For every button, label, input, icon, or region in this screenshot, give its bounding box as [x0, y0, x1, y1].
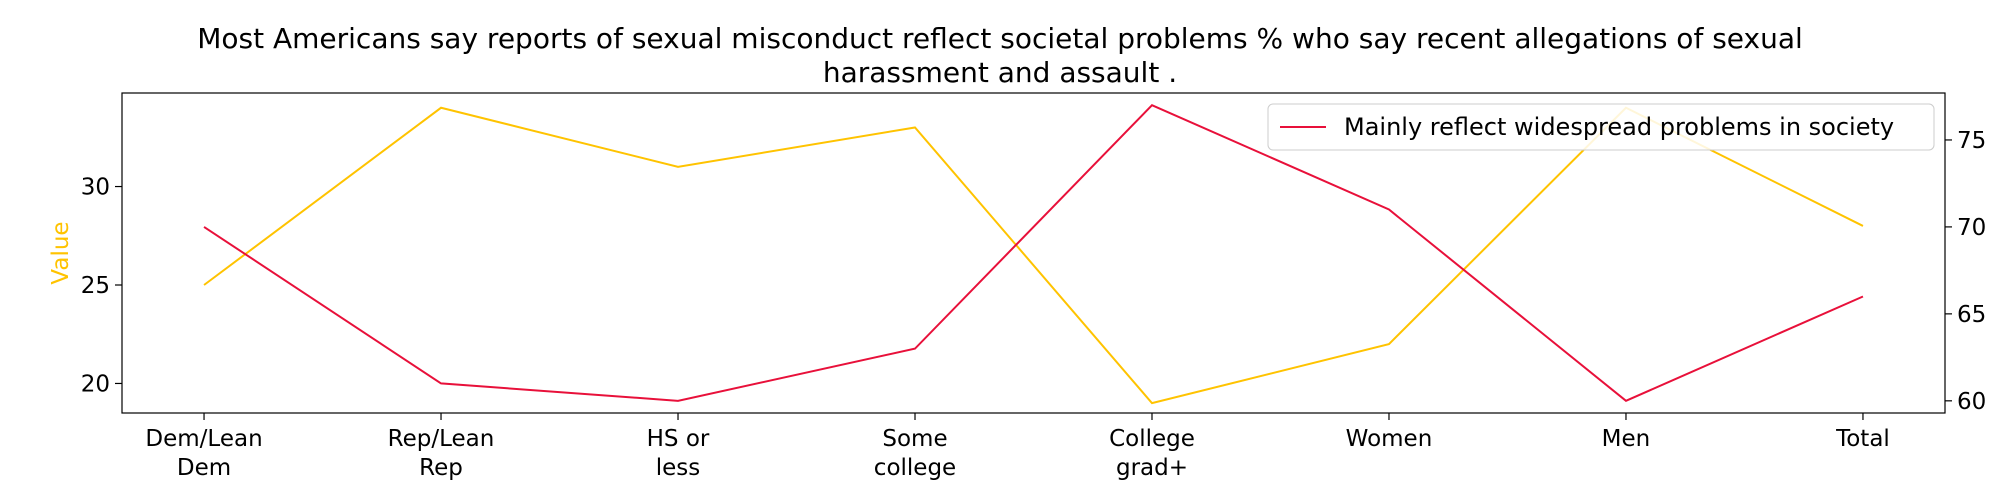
y-right-tick-label: 75: [1957, 128, 1986, 154]
y-left-tick-label: 20: [81, 371, 110, 397]
plot-area: [121, 92, 1946, 414]
y-left-tick-label: 30: [81, 175, 110, 201]
x-tick-label: Women: [1346, 426, 1433, 452]
x-tick-label: Dem/Lean Dem: [145, 426, 262, 481]
x-tick-label: Some college: [874, 426, 956, 481]
chart-title: Most Americans say reports of sexual mis…: [197, 22, 1803, 89]
y-left-axis-label: Value: [48, 221, 74, 284]
series-line-left: [203, 106, 1864, 405]
x-tick-label: Total: [1835, 426, 1890, 452]
series-line-right: [203, 103, 1864, 402]
x-tick-label: Men: [1602, 426, 1651, 452]
chart-title-line: Most Americans say reports of sexual mis…: [197, 22, 1803, 55]
y-right-tick-label: 65: [1957, 302, 1986, 328]
x-tick-label: HS or less: [647, 426, 710, 481]
y-right-tick-label: 60: [1957, 389, 1986, 415]
legend-box: [1267, 103, 1935, 151]
chart-title-line: harassment and assault .: [823, 56, 1177, 89]
y-axis-left: 20 25 30 Value: [48, 175, 122, 397]
y-right-tick-label: 70: [1957, 215, 1986, 241]
x-axis: Dem/Lean Dem Rep/Lean Rep HS or less Some colle…: [145, 413, 1890, 481]
x-tick-label: Rep/Lean Rep: [388, 426, 495, 481]
legend: Mainly reflect widespread problems in so…: [1267, 103, 1935, 151]
y-axis-right: 60 65 70 75: [1945, 128, 1986, 415]
y-left-tick-label: 25: [81, 273, 110, 299]
legend-label: Mainly reflect widespread problems in so…: [1344, 113, 1894, 141]
x-tick-label: College grad+: [1109, 426, 1195, 481]
